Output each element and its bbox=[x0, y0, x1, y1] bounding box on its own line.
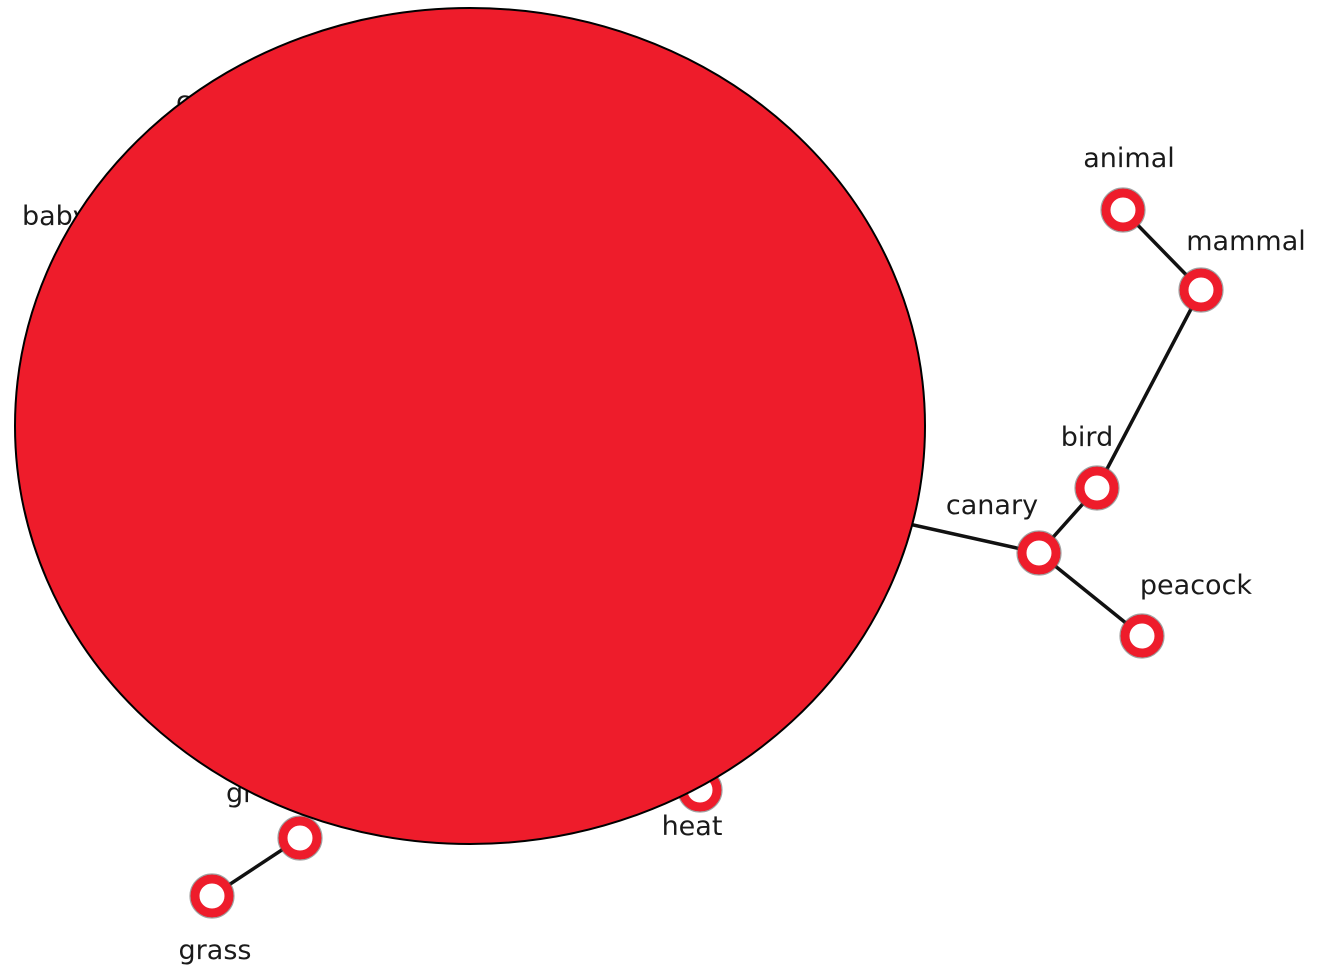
node-outline-bird bbox=[1074, 465, 1120, 511]
node-ring-bird bbox=[1075, 466, 1119, 510]
node-ring-mammal bbox=[1179, 268, 1223, 312]
node-label-heat: heat bbox=[662, 811, 723, 842]
node-outline-canary bbox=[1016, 530, 1062, 576]
node-ring-animal bbox=[1101, 188, 1145, 232]
node-outline-grass bbox=[189, 873, 235, 919]
node-label-bird: bird bbox=[1061, 422, 1113, 453]
big-node-circle[interactable] bbox=[14, 7, 926, 845]
node-label-peacock: peacock bbox=[1140, 570, 1253, 601]
node-canary[interactable] bbox=[1016, 530, 1062, 576]
node-ring-peacock bbox=[1120, 614, 1164, 658]
nodes-layer bbox=[189, 187, 1224, 919]
edge-mammal-bird bbox=[1095, 289, 1203, 489]
labels-layer: animalmammalbirdcanarypeacockheatgrgrass… bbox=[22, 86, 1306, 966]
node-ring-grass bbox=[190, 874, 234, 918]
node-label-grass: grass bbox=[179, 935, 252, 966]
node-label-canary: canary bbox=[946, 490, 1038, 521]
node-label-animal: animal bbox=[1083, 143, 1175, 174]
node-ring-canary bbox=[1017, 531, 1061, 575]
node-animal[interactable] bbox=[1100, 187, 1146, 233]
node-grass[interactable] bbox=[189, 873, 235, 919]
node-ring-gr-partial bbox=[278, 816, 322, 860]
node-outline-animal bbox=[1100, 187, 1146, 233]
node-mammal[interactable] bbox=[1178, 267, 1224, 313]
node-outline-mammal bbox=[1178, 267, 1224, 313]
node-outline-gr-partial bbox=[277, 815, 323, 861]
node-outline-peacock bbox=[1119, 613, 1165, 659]
node-bird[interactable] bbox=[1074, 465, 1120, 511]
node-gr-partial[interactable] bbox=[277, 815, 323, 861]
node-peacock[interactable] bbox=[1119, 613, 1165, 659]
node-label-mammal: mammal bbox=[1186, 226, 1306, 257]
